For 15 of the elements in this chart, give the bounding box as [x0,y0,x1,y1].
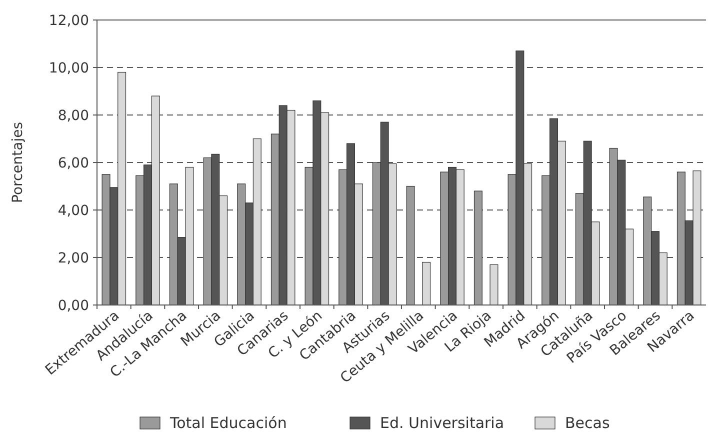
bar [474,190,482,306]
y-tick-label: 10,00 [48,60,89,76]
y-tick-label: 12,00 [48,12,89,29]
y-axis-title: Porcentajes [10,122,26,204]
bar [422,262,431,306]
legend-label: Total Educación [169,414,287,432]
y-tick-label: 0,00 [58,298,89,314]
bar [490,264,498,306]
legend-label: Becas [565,414,610,432]
y-tick-label: 2,00 [58,250,89,266]
bar [406,186,415,306]
y-tick-label: 6,00 [58,155,89,172]
y-tick-label: 4,00 [58,202,89,219]
y-tick-label: 8,00 [58,108,89,124]
legend-label: Ed. Universitaria [380,414,504,432]
